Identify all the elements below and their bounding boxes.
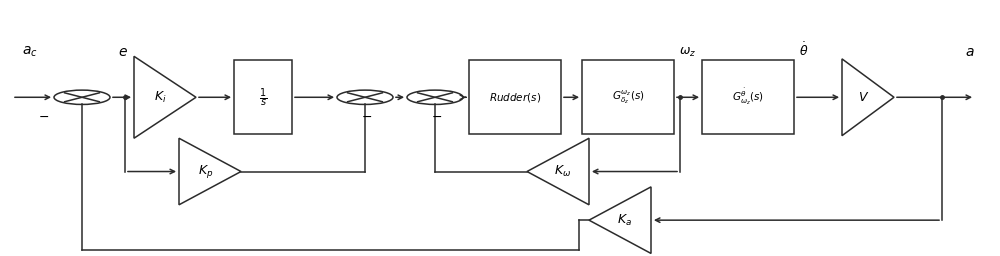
Bar <box>582 60 674 134</box>
Bar <box>702 60 794 134</box>
Text: $G_{\omega_z}^{\dot{\theta}}(s)$: $G_{\omega_z}^{\dot{\theta}}(s)$ <box>732 87 764 108</box>
Text: $-$: $-$ <box>361 110 373 123</box>
Bar <box>469 60 561 134</box>
Text: $K_p$: $K_p$ <box>198 163 213 180</box>
Text: $e$: $e$ <box>118 45 128 59</box>
Text: $K_i$: $K_i$ <box>154 90 167 105</box>
Text: $-$: $-$ <box>38 110 49 123</box>
Bar <box>234 60 292 134</box>
Text: $Rudder(s)$: $Rudder(s)$ <box>489 91 541 104</box>
Text: $a$: $a$ <box>965 45 975 59</box>
Text: $K_{\omega}$: $K_{\omega}$ <box>554 164 571 179</box>
Text: $\frac{1}{s}$: $\frac{1}{s}$ <box>259 86 267 109</box>
Text: $G_{\delta_z}^{\omega_z}(s)$: $G_{\delta_z}^{\omega_z}(s)$ <box>612 89 644 106</box>
Text: $-$: $-$ <box>431 110 443 123</box>
Text: $\dot{\theta}$: $\dot{\theta}$ <box>799 41 808 59</box>
Text: $K_a$: $K_a$ <box>617 213 632 228</box>
Text: $V$: $V$ <box>858 91 870 104</box>
Text: $\omega_z$: $\omega_z$ <box>679 46 696 59</box>
Text: $a_c$: $a_c$ <box>22 45 38 59</box>
